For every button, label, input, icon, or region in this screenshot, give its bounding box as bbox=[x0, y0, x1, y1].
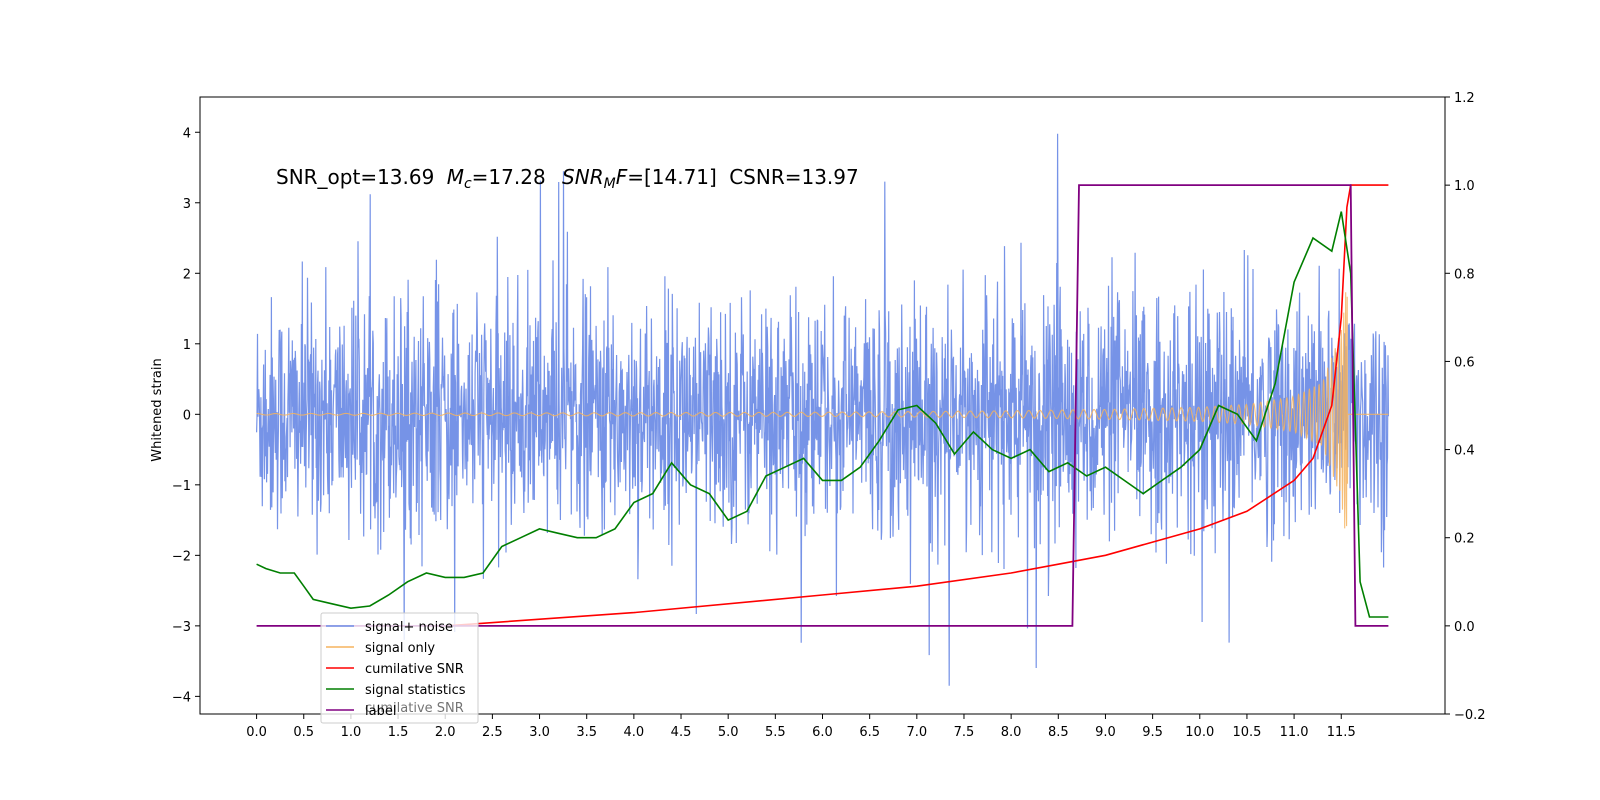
snr-opt-text: SNR_opt=13.69 bbox=[276, 165, 434, 189]
mc-value-text: =17.28 bbox=[472, 165, 546, 189]
x-tick-label: 4.5 bbox=[671, 725, 692, 740]
x-axis: 0.0 0.5 1.0 1.5 2.0 2.5 3.0 3.5 4.0 4.5 5.0 5.5 6.0 6… bbox=[246, 714, 1356, 740]
x-tick-label: 4.0 bbox=[624, 725, 645, 740]
y-tick-label: 2 bbox=[183, 267, 191, 282]
x-tick-label: 2.0 bbox=[435, 725, 456, 740]
x-tick-label: 8.0 bbox=[1001, 725, 1022, 740]
y-tick-label: −3 bbox=[172, 620, 191, 635]
series-cumulative-snr bbox=[445, 184, 1389, 627]
x-tick-label: 9.0 bbox=[1095, 725, 1116, 740]
y-axis-left: 4 3 2 1 0 −1 −2 −3 −4 bbox=[172, 126, 200, 705]
series-signal-statistics bbox=[256, 211, 1389, 618]
y-tick-label: 3 bbox=[183, 197, 191, 212]
x-tick-label: 0.0 bbox=[246, 725, 267, 740]
x-tick-label: 1.0 bbox=[341, 725, 362, 740]
y-tick-label: −4 bbox=[172, 690, 191, 705]
legend-label: signal statistics bbox=[365, 683, 466, 698]
legend-label: label bbox=[365, 704, 396, 719]
x-tick-label: 3.0 bbox=[529, 725, 550, 740]
y2-tick-label: −0.2 bbox=[1454, 708, 1486, 723]
x-tick-label: 6.5 bbox=[859, 725, 880, 740]
x-tick-label: 0.5 bbox=[293, 725, 314, 740]
chart-annotation: SNR_opt=13.69 Mc=17.28 SNRMF=[14.71] CSN… bbox=[276, 165, 859, 192]
series-layer bbox=[256, 133, 1389, 686]
y-tick-label: −1 bbox=[172, 479, 191, 494]
csnr-text: CSNR=13.97 bbox=[729, 165, 859, 189]
legend-label: signal+ noise bbox=[365, 620, 453, 635]
y-tick-label: 0 bbox=[183, 408, 191, 423]
y-axis-label: Whitened strain bbox=[150, 358, 165, 461]
x-tick-label: 11.0 bbox=[1280, 725, 1309, 740]
legend: cumilative SNR signal+ noise signal only c… bbox=[320, 612, 479, 724]
x-tick-label: 10.5 bbox=[1232, 725, 1261, 740]
x-tick-label: 1.5 bbox=[388, 725, 409, 740]
x-tick-label: 8.5 bbox=[1048, 725, 1069, 740]
snr-mf-value-text: =[14.71] bbox=[627, 165, 717, 189]
y2-tick-label: 0.6 bbox=[1454, 355, 1475, 370]
y2-tick-label: 0.0 bbox=[1454, 620, 1475, 635]
legend-ghost-text: cumilative SNR bbox=[365, 701, 464, 716]
y-tick-label: 4 bbox=[183, 126, 191, 141]
legend-box bbox=[320, 612, 479, 724]
legend-label: signal only bbox=[365, 641, 435, 656]
y-tick-label: 1 bbox=[183, 338, 191, 353]
x-tick-label: 11.5 bbox=[1327, 725, 1356, 740]
x-tick-label: 9.5 bbox=[1142, 725, 1163, 740]
x-tick-label: 3.5 bbox=[576, 725, 597, 740]
x-tick-label: 5.5 bbox=[765, 725, 786, 740]
y-tick-label: −2 bbox=[172, 549, 191, 564]
legend-label: cumilative SNR bbox=[365, 662, 464, 677]
x-tick-label: 5.0 bbox=[718, 725, 739, 740]
y2-tick-label: 1.2 bbox=[1454, 91, 1475, 106]
y2-tick-label: 0.2 bbox=[1454, 532, 1475, 547]
y2-tick-label: 0.4 bbox=[1454, 444, 1475, 459]
x-tick-label: 7.0 bbox=[906, 725, 927, 740]
x-tick-label: 2.5 bbox=[482, 725, 503, 740]
series-signal-only bbox=[256, 292, 1389, 529]
x-tick-label: 6.0 bbox=[812, 725, 833, 740]
series-label bbox=[256, 184, 1389, 627]
y2-tick-label: 0.8 bbox=[1454, 267, 1475, 282]
mc-symbol: M bbox=[447, 165, 464, 189]
y2-tick-label: 1.0 bbox=[1454, 179, 1475, 194]
x-tick-label: 7.5 bbox=[954, 725, 975, 740]
x-tick-label: 10.0 bbox=[1185, 725, 1214, 740]
series-signal-noise bbox=[256, 133, 1389, 686]
y-axis-right: 1.2 1.0 0.8 0.6 0.4 0.2 0.0 −0.2 bbox=[1445, 91, 1486, 723]
